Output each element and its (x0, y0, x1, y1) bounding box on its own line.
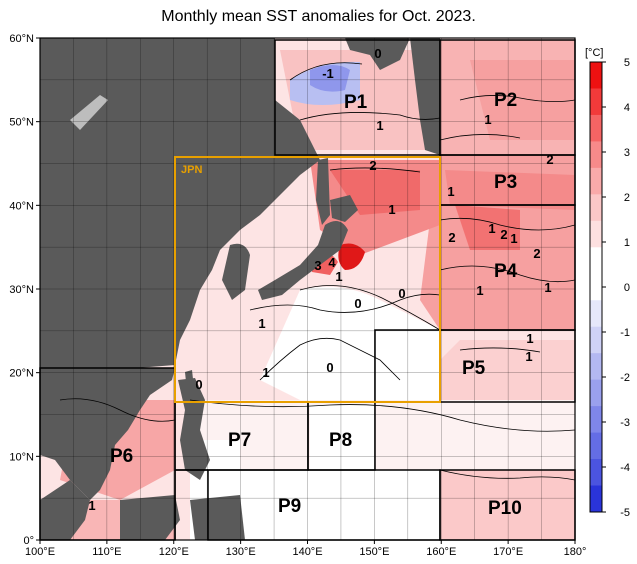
colorbar-swatch (590, 88, 602, 116)
contour-label: 0 (195, 377, 202, 392)
colorbar-swatch (590, 432, 602, 460)
colorbar-swatch (590, 326, 602, 354)
contour-label: 2 (369, 158, 376, 173)
lon-tick-label: 120°E (159, 546, 189, 558)
lon-tick-label: 130°E (226, 546, 256, 558)
jpn-region-box (174, 156, 441, 403)
jpn-label: JPN (181, 164, 202, 176)
colorbar-swatch (590, 353, 602, 381)
colorbar-swatch (590, 247, 602, 275)
region-label-p7: P7 (228, 430, 251, 451)
lon-tick-label: 140°E (292, 546, 322, 558)
colorbar-swatch (590, 459, 602, 487)
colorbar-swatches (590, 62, 602, 513)
lat-tick-label: 40°N (9, 200, 34, 212)
colorbar-swatch (590, 194, 602, 222)
colorbar-tick-label: 5 (624, 57, 630, 69)
region-label-p4: P4 (494, 261, 518, 282)
contour-label: 1 (335, 269, 342, 284)
colorbar-swatch (590, 485, 602, 513)
region-label-p9: P9 (278, 496, 301, 517)
colorbar-tick-label: 0 (624, 282, 630, 294)
region-label-p6: P6 (110, 446, 133, 467)
region-label-p10: P10 (488, 498, 522, 519)
longitude-tick-labels: 100°E 110°E 120°E 130°E 140°E 150°E 160°E 170°E… (25, 540, 586, 558)
lon-tick-label: 110°E (92, 546, 121, 558)
lat-tick-label: 30°N (9, 284, 34, 296)
colorbar: [°C] 5 4 3 2 1 0 -1 -2 -3 -4 -5 (585, 47, 630, 519)
colorbar-swatch (590, 379, 602, 407)
lon-tick-label: 150°E (359, 546, 389, 558)
colorbar-tick-label: -2 (620, 372, 630, 384)
lat-tick-label: 20°N (9, 368, 34, 380)
contour-label: 0 (354, 296, 361, 311)
colorbar-swatch (590, 141, 602, 169)
contour-label: 2 (546, 152, 553, 167)
contour-label: 0 (374, 46, 381, 61)
region-labels: P1 P2 P3 P4 P5 P6 P7 P8 P9 P10 (110, 90, 522, 519)
map-title: Monthly mean SST anomalies for Oct. 2023… (161, 8, 476, 25)
contour-label: 1 (262, 365, 269, 380)
colorbar-tick-label: -1 (620, 327, 630, 339)
lat-tick-label: 50°N (9, 117, 34, 129)
contour-label: 1 (544, 280, 551, 295)
colorbar-swatch (590, 273, 602, 301)
contour-label: 1 (510, 231, 517, 246)
lon-tick-label: 100°E (25, 546, 55, 558)
colorbar-unit: [°C] (585, 47, 603, 59)
contour-label: 2 (500, 227, 507, 242)
contour-label: 1 (88, 498, 95, 513)
latitude-tick-labels: 0° 10°N 20°N 30°N 40°N 50°N 60°N (9, 33, 40, 547)
contour-label: 4 (328, 255, 336, 270)
land-masses (40, 38, 440, 540)
contour-label: 0 (398, 286, 405, 301)
colorbar-swatch (590, 220, 602, 248)
contour-label: 1 (526, 331, 533, 346)
lat-tick-label: 60°N (9, 33, 34, 45)
contour-label: 2 (533, 246, 540, 261)
colorbar-tick-label: -4 (620, 462, 630, 474)
lon-tick-label: 160°E (426, 546, 456, 558)
colorbar-tick-label: 4 (624, 102, 630, 114)
lat-tick-label: 0° (23, 535, 34, 547)
region-label-p5: P5 (462, 358, 486, 379)
contour-label: 1 (258, 316, 265, 331)
contour-label: 0 (326, 360, 333, 375)
colorbar-swatch (590, 62, 602, 89)
contour-label: 1 (376, 118, 383, 133)
contour-label: 3 (314, 258, 321, 273)
colorbar-tick-label: 2 (624, 192, 630, 204)
contour-label: 1 (476, 283, 483, 298)
lon-tick-label: 170°E (493, 546, 523, 558)
colorbar-tick-label: -5 (620, 507, 630, 519)
colorbar-tick-label: 3 (624, 147, 630, 159)
contour-label: 1 (488, 221, 495, 236)
lat-tick-label: 10°N (9, 451, 34, 463)
contour-label: 1 (525, 349, 532, 364)
contour-label: 2 (448, 230, 455, 245)
contour-label: 1 (484, 112, 491, 127)
region-label-p3: P3 (494, 172, 517, 193)
colorbar-tick-label: -3 (620, 417, 630, 429)
colorbar-swatch (590, 406, 602, 434)
region-label-p2: P2 (494, 90, 517, 111)
region-label-p1: P1 (344, 92, 368, 113)
contour-lines (59, 62, 575, 481)
colorbar-swatch (590, 300, 602, 328)
colorbar-tick-labels: 5 4 3 2 1 0 -1 -2 -3 -4 -5 (602, 57, 630, 519)
colorbar-swatch (590, 167, 602, 195)
contour-label: 1 (447, 184, 454, 199)
lon-tick-label: 180° (564, 546, 587, 558)
contour-label: 1 (388, 202, 395, 217)
colorbar-tick-label: 1 (624, 237, 630, 249)
region-label-p8: P8 (329, 430, 352, 451)
colorbar-swatch (590, 114, 602, 142)
contour-label: -1 (322, 66, 334, 81)
